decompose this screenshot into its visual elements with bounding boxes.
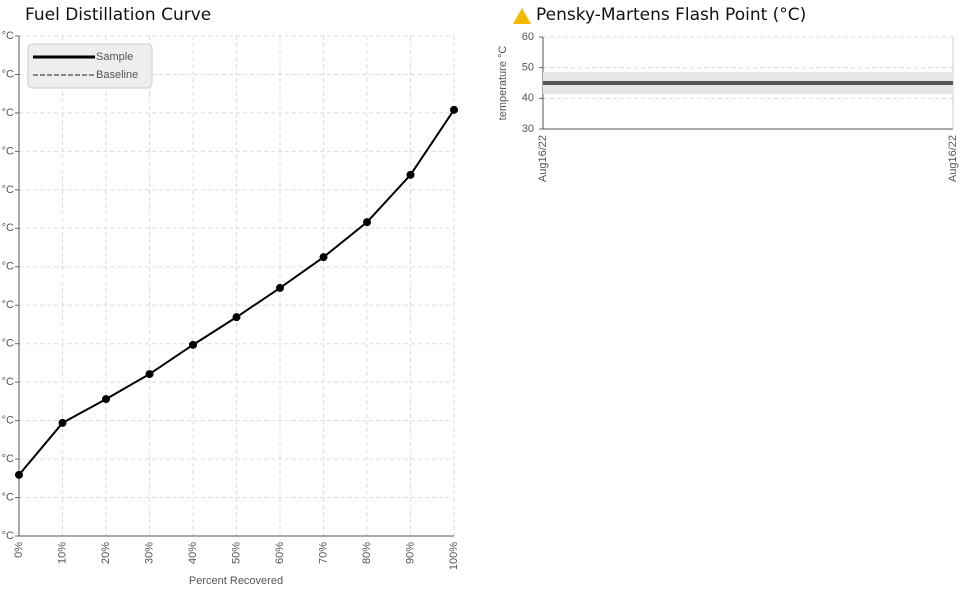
x-tick-label: 70% — [317, 542, 329, 564]
x-tick-label: 60% — [274, 542, 286, 564]
data-point — [276, 283, 284, 292]
y-tick-label: °C — [2, 415, 14, 427]
data-point — [319, 253, 328, 262]
data-point — [102, 395, 110, 404]
data-point — [145, 370, 154, 379]
data-point — [189, 340, 197, 349]
y-tick-label: °C — [2, 184, 14, 196]
data-point — [15, 470, 23, 479]
x-tick-label: 90% — [404, 542, 416, 564]
x-axis-title: Percent Recovered — [189, 575, 283, 587]
x-tick-label: Aug16/22 — [947, 135, 959, 182]
y-tick-label: °C — [2, 530, 14, 542]
y-tick-label: 40 — [522, 92, 534, 104]
y-tick-label: °C — [2, 299, 14, 311]
y-tick-label: °C — [2, 107, 14, 119]
y-tick-label: °C — [2, 491, 14, 503]
x-tick-label: 50% — [230, 542, 242, 564]
y-tick-label: °C — [2, 30, 14, 42]
y-tick-label: °C — [2, 376, 14, 388]
legend-label: Sample — [96, 51, 133, 63]
data-point — [363, 218, 371, 227]
y-tick-label: °C — [2, 145, 14, 157]
data-point — [450, 105, 458, 114]
x-tick-label: 30% — [143, 542, 155, 564]
legend-label: Baseline — [96, 69, 138, 81]
chart-title: Fuel Distillation Curve — [25, 5, 211, 25]
x-tick-label: 0% — [13, 542, 25, 558]
y-tick-label: °C — [2, 261, 14, 273]
warning-icon — [513, 8, 531, 24]
y-tick-label: 30 — [522, 123, 534, 135]
legend-box — [27, 43, 153, 89]
y-tick-label: °C — [2, 453, 14, 465]
y-tick-label: °C — [2, 68, 14, 80]
data-point — [232, 313, 241, 322]
x-tick-label: 100% — [448, 542, 460, 570]
chart-title: Pensky-Martens Flash Point (°C) — [536, 5, 806, 25]
data-point — [58, 418, 67, 427]
x-tick-label: 10% — [56, 542, 68, 564]
y-tick-label: °C — [2, 222, 14, 234]
y-tick-label: °C — [2, 338, 14, 350]
x-tick-label: 40% — [187, 542, 199, 564]
x-tick-label: Aug16/22 — [537, 135, 549, 182]
y-tick-label: 50 — [522, 62, 534, 74]
y-axis-title: temperature °C — [497, 46, 509, 121]
data-point — [406, 170, 415, 179]
y-tick-label: 60 — [522, 31, 534, 43]
x-tick-label: 20% — [100, 542, 112, 564]
x-tick-label: 80% — [361, 542, 373, 564]
